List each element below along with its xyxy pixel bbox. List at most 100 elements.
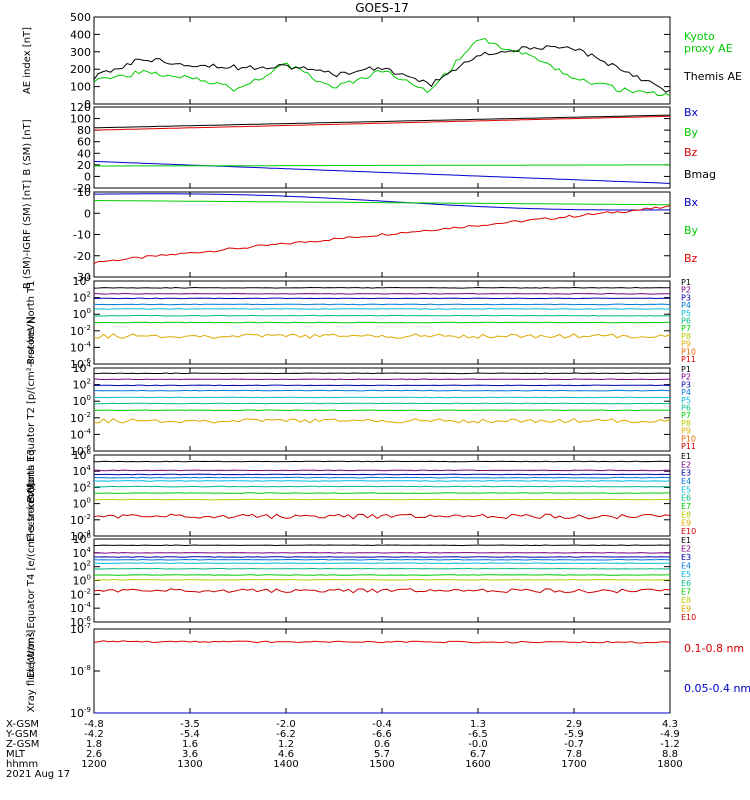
y-tick-exponent: -4 xyxy=(84,340,92,348)
panel-frame xyxy=(93,16,671,105)
y-tick-exponent: 0 xyxy=(87,394,91,402)
y-tick-label: 10-4 xyxy=(70,427,92,441)
y-tick-label: 100 xyxy=(73,497,91,511)
y-tick-exponent: 0 xyxy=(87,307,91,315)
legend-entry: 0.1-0.8 nm xyxy=(684,642,744,655)
y-tick-exponent: -4 xyxy=(84,427,92,435)
y-tick-exponent: -7 xyxy=(84,622,91,630)
y-axis-label: B (SM) [nT] xyxy=(22,119,33,175)
x-row-value: 1.6 xyxy=(182,739,198,750)
legend-entry: E9 xyxy=(681,604,691,613)
y-tick-label: -30 xyxy=(73,271,91,284)
legend-entry: P2 xyxy=(681,373,691,382)
flux-channel-1 xyxy=(93,460,671,463)
legend-entry: P5 xyxy=(681,309,691,318)
flux-channel-4 xyxy=(93,476,671,479)
legend-entry: E6 xyxy=(681,494,691,503)
y-tick-exponent: -2 xyxy=(84,324,91,332)
y-tick-exponent: -6 xyxy=(84,444,92,452)
flux-channel-5 xyxy=(93,480,671,482)
legend-entry: E2 xyxy=(681,460,691,469)
y-tick-label: 10-4 xyxy=(70,340,92,354)
series-bx xyxy=(93,160,671,184)
y-tick-label: 0 xyxy=(84,207,91,220)
y-tick-label: 10-2 xyxy=(70,324,91,338)
y-tick-exponent: 0 xyxy=(87,574,91,582)
y-tick-label: 104 xyxy=(73,361,92,375)
series-bmag xyxy=(93,114,671,129)
x-row-value: 8.8 xyxy=(662,749,678,760)
flux-channel-4 xyxy=(93,303,671,306)
y-axis-label: Electrons Equator T4 [e/(cm²-s-sr-keV)] xyxy=(26,483,37,678)
y-tick-label: 200 xyxy=(70,63,91,76)
x-row-value: -6.2 xyxy=(276,729,296,740)
y-tick-label: 300 xyxy=(70,46,91,59)
x-row-value: -6.5 xyxy=(468,729,488,740)
legend-entry: P5 xyxy=(681,396,691,405)
y-tick-exponent: 4 xyxy=(87,274,92,282)
y-tick-label: -20 xyxy=(73,250,91,263)
y-tick-exponent: 6 xyxy=(87,448,92,456)
y-tick-label: 102 xyxy=(73,480,91,494)
x-row-value: 3.6 xyxy=(182,749,198,760)
legend-entry: P2 xyxy=(681,286,691,295)
series-bz xyxy=(93,115,671,131)
flux-channel-9 xyxy=(93,513,671,520)
legend-entry: P9 xyxy=(681,340,691,349)
y-axis-label: Electrons North T3 xyxy=(26,449,37,542)
flux-channel-2 xyxy=(93,469,671,472)
legend-entry: E1 xyxy=(681,536,691,545)
y-tick-exponent: 2 xyxy=(87,291,91,299)
panel-frame xyxy=(93,454,671,537)
y-tick-label: 102 xyxy=(73,378,91,392)
y-tick-label: 40 xyxy=(77,147,91,160)
y-tick-label: 102 xyxy=(73,560,91,574)
x-row-value: 1.3 xyxy=(470,719,486,730)
flux-channel-2 xyxy=(93,292,670,295)
legend-entry: Bz xyxy=(684,146,698,159)
legend-entry: E6 xyxy=(681,579,691,588)
x-row-label: X-GSM xyxy=(6,719,39,730)
legend-entry: P9 xyxy=(681,427,691,436)
y-tick-exponent: -2 xyxy=(84,513,91,521)
x-date-label: 2021 Aug 17 xyxy=(6,769,70,780)
panel-frame xyxy=(93,106,671,189)
legend-entry: P6 xyxy=(681,317,691,326)
y-tick-label: 0 xyxy=(84,98,91,111)
flux-channel-1 xyxy=(93,372,671,375)
x-row-label: MLT xyxy=(6,749,26,760)
legend-entry: P4 xyxy=(681,388,691,397)
y-axis-label: Protons Equator T2 [p/(cm²-s-sr-keV)] xyxy=(26,316,37,503)
x-row-value: -0.7 xyxy=(564,739,584,750)
legend-entry: P3 xyxy=(681,380,691,389)
legend-entry: E5 xyxy=(681,570,691,579)
y-tick-exponent: -9 xyxy=(84,706,91,714)
y-tick-label: 10-2 xyxy=(70,513,91,527)
y-tick-exponent: -2 xyxy=(84,587,91,595)
x-row-value: 1700 xyxy=(561,759,586,770)
y-tick-label: 100 xyxy=(70,81,91,94)
y-axis-label: B (SM)-IGRF (SM) [nT] xyxy=(22,180,33,289)
legend-entry: P8 xyxy=(681,419,691,428)
x-row-value: 1400 xyxy=(273,759,298,770)
y-tick-exponent: -4 xyxy=(84,529,92,537)
x-row-value: -5.4 xyxy=(180,729,200,740)
y-tick-label: 10-8 xyxy=(70,664,91,678)
x-row-value: 1200 xyxy=(81,759,106,770)
y-tick-label: 106 xyxy=(73,532,92,546)
figure-title: GOES-17 xyxy=(355,1,409,15)
y-tick-label: -10 xyxy=(73,229,91,242)
flux-channel-3 xyxy=(94,556,671,558)
flux-channel-3 xyxy=(94,297,671,300)
legend-entry: 0.05-0.4 nm xyxy=(684,682,750,695)
y-tick-label: 100 xyxy=(70,113,91,126)
flux-channel-2 xyxy=(93,378,670,381)
x-row-value: -2.0 xyxy=(276,719,296,730)
y-axis-label: AE index [nT] xyxy=(22,27,33,94)
flux-channel-4 xyxy=(93,389,671,392)
x-row-value: 2.6 xyxy=(86,749,102,760)
y-tick-exponent: 0 xyxy=(87,497,91,505)
